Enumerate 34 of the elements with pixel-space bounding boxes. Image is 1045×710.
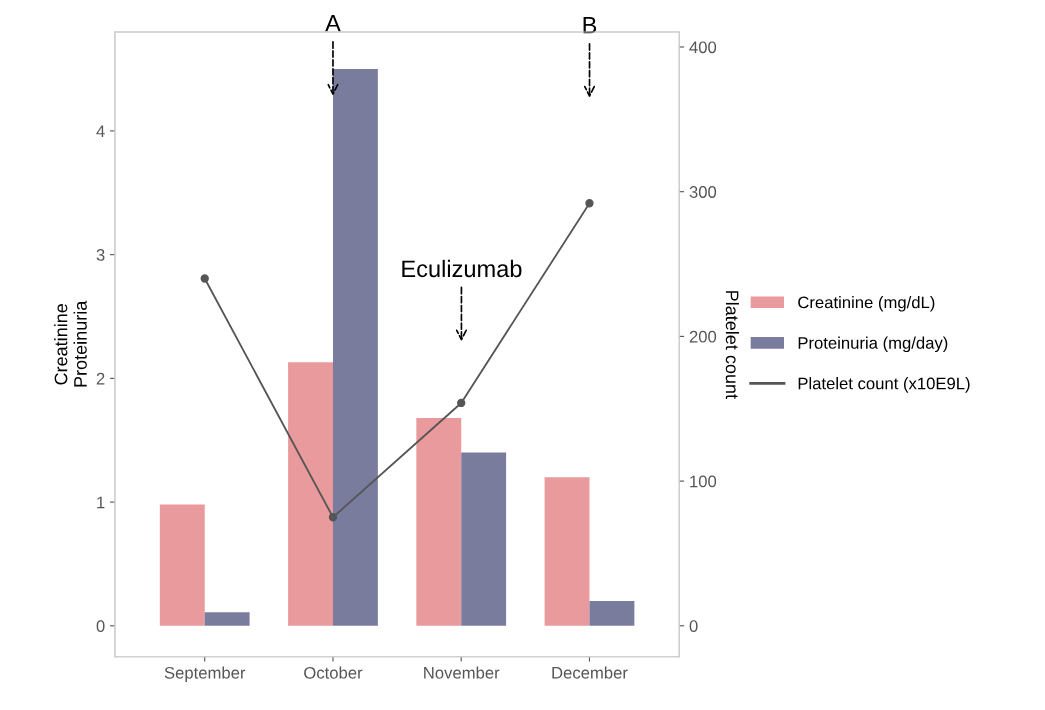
bar: [159, 504, 205, 626]
legend-label: Creatinine (mg/dL): [798, 296, 935, 312]
y-tick-label: 3: [96, 249, 105, 261]
x-tick-label: October: [304, 666, 363, 679]
y2-axis-title: Platelet count: [725, 291, 739, 399]
x-tick-label: December: [552, 666, 628, 679]
bar: [204, 612, 250, 626]
y2-tick-label: 100: [690, 475, 717, 488]
legend-label: Platelet count (x10E9L): [798, 377, 970, 393]
y2-tick-label: 0: [689, 620, 698, 632]
bar: [332, 69, 378, 626]
bar: [589, 601, 635, 626]
bar: [288, 362, 333, 626]
y-tick-label: 4: [96, 125, 105, 137]
bar: [461, 452, 507, 626]
point: [585, 199, 594, 208]
bar: [416, 417, 462, 626]
annotation: A: [325, 15, 341, 32]
y-tick-label: 2: [96, 372, 105, 385]
legend-label: Proteinuria (mg/day): [798, 336, 948, 353]
x-tick-label: September: [164, 666, 246, 683]
y-tick-label: 0: [96, 620, 105, 633]
y-axis-title: Creatinine Proteinuria: [54, 300, 87, 387]
y2-tick-label: 400: [689, 41, 717, 54]
y-tick-label: 1: [97, 496, 105, 509]
y2-tick-label: 200: [689, 330, 717, 343]
point: [457, 398, 466, 408]
bar: [544, 477, 590, 626]
point: [328, 513, 338, 522]
annotation: Eculizumab: [402, 259, 522, 278]
x-tick-label: November: [424, 666, 500, 679]
point: [200, 274, 209, 283]
y2-tick-label: 300: [689, 186, 717, 198]
annotation: B: [583, 17, 597, 34]
